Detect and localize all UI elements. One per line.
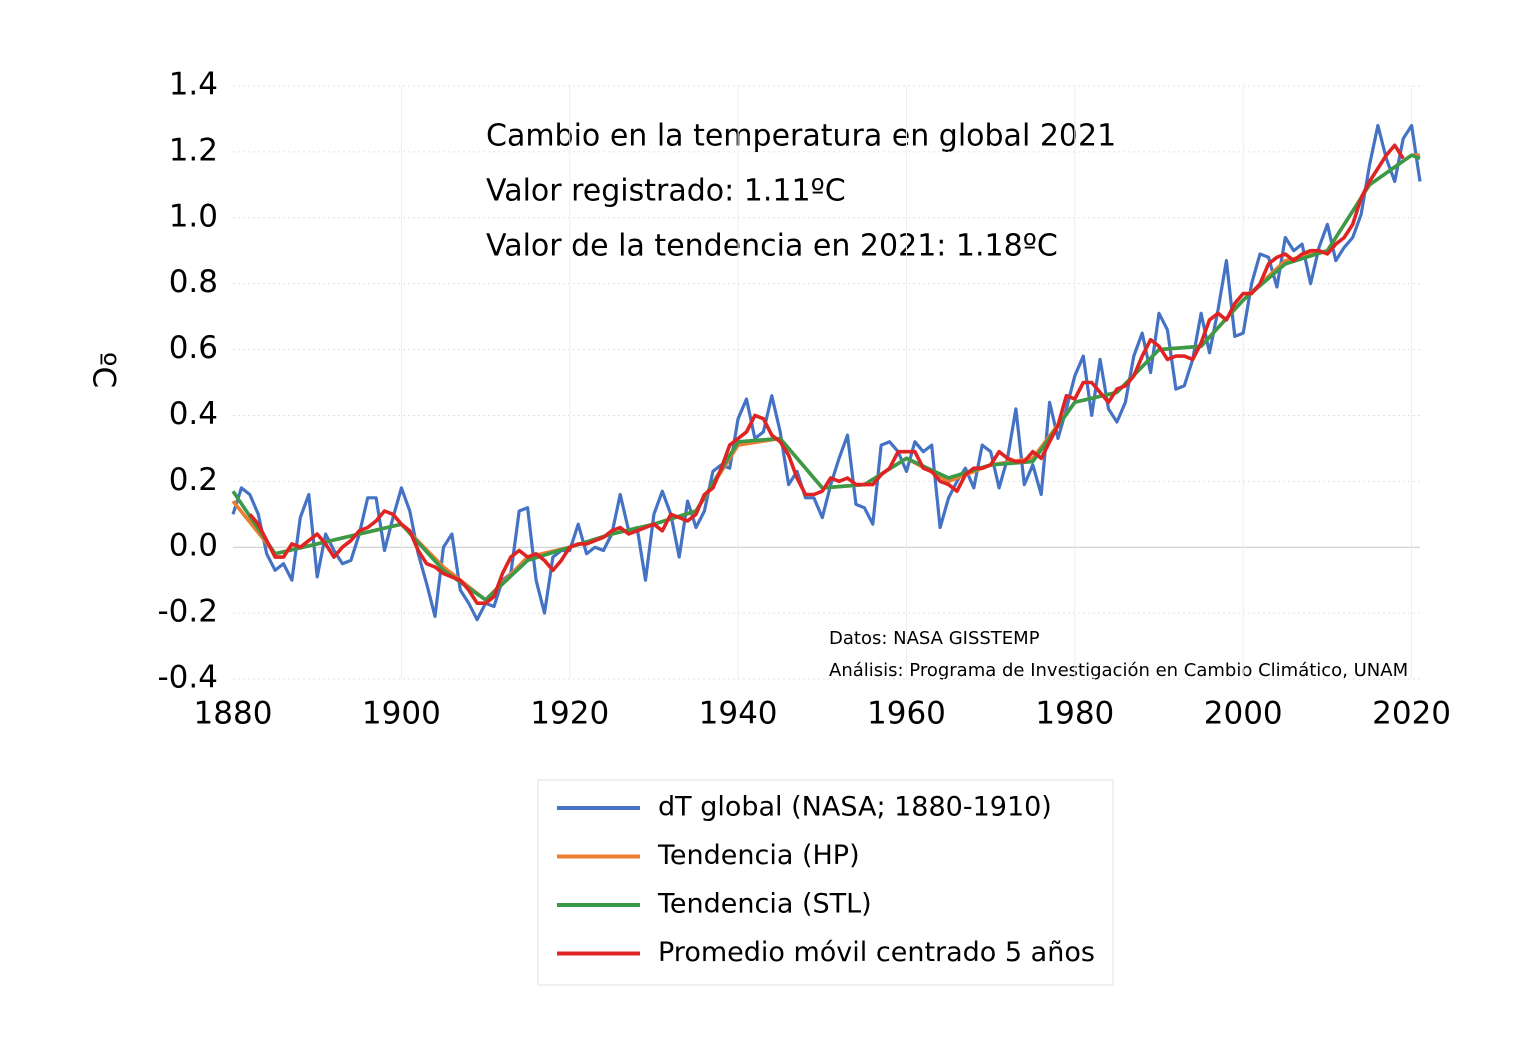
legend-label: Tendencia (HP): [657, 840, 860, 871]
x-tick-label: 1920: [530, 696, 609, 732]
legend-box: [537, 779, 1114, 986]
note: Análisis: Programa de Investigación en C…: [829, 660, 1408, 681]
y-tick-label: 1.0: [169, 198, 218, 234]
legend-label: dT global (NASA; 1880-1910): [658, 792, 1052, 823]
y-axis-label: ºC: [86, 352, 122, 388]
legend-label: Promedio móvil centrado 5 años: [658, 937, 1095, 968]
y-tick-label: 0.0: [169, 528, 218, 564]
x-tick-label: 1880: [194, 696, 273, 732]
series-line: [231, 123, 1422, 622]
x-tick-label: 1900: [362, 696, 441, 732]
series-line: [248, 143, 1405, 605]
y-tick-label: 1.2: [169, 132, 218, 168]
annotation: Valor de la tendencia en 2021: 1.18ºC: [486, 229, 1058, 264]
x-tick-label: 1960: [867, 696, 946, 732]
annotation: Valor registrado: 1.11ºC: [486, 174, 846, 209]
x-tick-label: 1940: [699, 696, 778, 732]
annotation: Cambio en la temperatura en global 2021: [486, 119, 1116, 154]
y-tick-label: -0.4: [158, 660, 219, 696]
y-tick-label: 0.8: [169, 264, 218, 300]
y-tick-label: 0.4: [169, 396, 218, 432]
y-tick-label: 1.4: [169, 67, 218, 103]
note: Datos: NASA GISSTEMP: [829, 628, 1040, 649]
legend-label: Tendencia (STL): [657, 889, 872, 920]
y-tick-label: 0.2: [169, 462, 218, 498]
x-tick-label: 1980: [1035, 696, 1114, 732]
y-tick-label: -0.2: [158, 594, 219, 630]
y-tick-label: 0.6: [169, 330, 218, 366]
x-tick-label: 2020: [1372, 696, 1451, 732]
x-tick-label: 2000: [1204, 696, 1283, 732]
